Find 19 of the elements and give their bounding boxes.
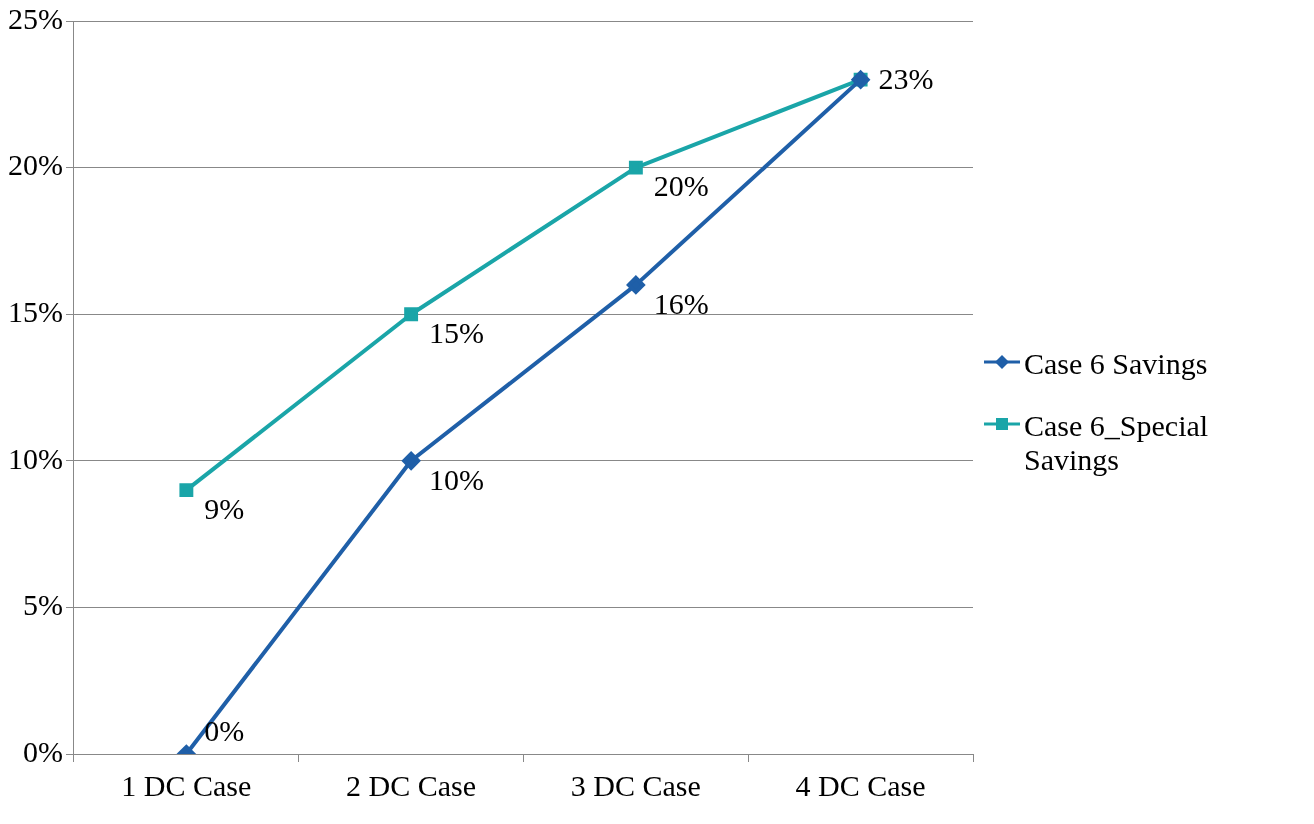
legend-label: Case 6 Savings xyxy=(1024,347,1208,381)
y-tick-label: 5% xyxy=(22,588,63,622)
y-tick-label: 0% xyxy=(22,734,63,768)
legend-label: Case 6_Special Savings xyxy=(1024,409,1210,477)
data-label: 16% xyxy=(653,286,709,320)
x-tick-label: 1 DC Case xyxy=(121,768,252,802)
y-tick-label: 10% xyxy=(7,441,63,475)
data-label: 23% xyxy=(878,61,934,95)
data-label: 9% xyxy=(204,491,245,525)
data-label: 0% xyxy=(204,713,245,747)
y-tick-label: 15% xyxy=(7,295,63,329)
y-tick-label: 20% xyxy=(7,148,63,182)
data-label: 20% xyxy=(653,169,709,203)
x-tick-label: 3 DC Case xyxy=(570,768,701,802)
x-tick-label: 2 DC Case xyxy=(346,768,477,802)
x-tick-label: 4 DC Case xyxy=(795,768,926,802)
data-label: 15% xyxy=(429,316,485,350)
y-tick-label: 25% xyxy=(7,1,63,35)
data-label: 10% xyxy=(429,462,485,496)
